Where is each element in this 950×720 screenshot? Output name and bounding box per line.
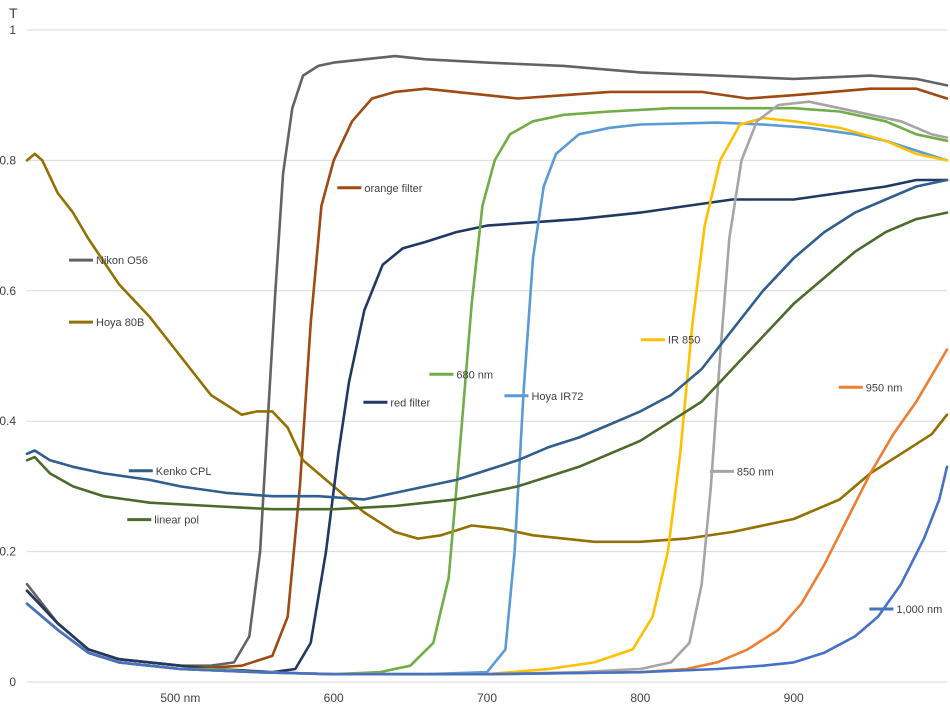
series-label-hoya-80b: Hoya 80B xyxy=(96,317,144,329)
series-label-850-nm: 850 nm xyxy=(737,466,774,478)
series-label-680-nm: 680 nm xyxy=(456,369,493,381)
gridlines xyxy=(27,29,947,683)
series-label-nikon-o56: Nikon O56 xyxy=(96,255,148,267)
y-tick-label: 0.6 xyxy=(0,284,16,298)
series-label-orange-filter: orange filter xyxy=(364,183,422,195)
y-tick-label: 0.8 xyxy=(0,153,16,167)
series-line-hoya-80b xyxy=(25,152,949,544)
series-label-1-000-nm: 1,000 nm xyxy=(896,604,942,616)
series-line-1-000-nm xyxy=(25,465,949,676)
y-tick-label: 0 xyxy=(9,675,16,689)
series-lines xyxy=(25,54,949,676)
series-label-ir-850: IR 850 xyxy=(668,335,700,347)
y-axis-label: T xyxy=(9,5,18,21)
series-labels: Nikon O56 orange filter Hoya 80B red filter… xyxy=(69,183,942,616)
x-tick-label: 800 xyxy=(630,691,650,705)
series-label-kenko-cpl: Kenko CPL xyxy=(156,466,212,478)
y-tick-label: 0.4 xyxy=(0,414,16,428)
series-line-linear-pol xyxy=(25,211,949,511)
x-tick-label: 500 nm xyxy=(160,691,200,705)
series-label-red-filter: red filter xyxy=(390,397,430,409)
series-label-950-nm: 950 nm xyxy=(866,382,903,394)
series-line-kenko-cpl xyxy=(25,178,949,501)
y-tick-label: 1 xyxy=(9,23,16,37)
series-line-red-filter xyxy=(25,178,949,674)
axis-ticks: 0 0.2 0.4 0.6 0.8 1 500 nm 600 700 800 900 xyxy=(0,23,804,705)
x-tick-label: 600 xyxy=(324,691,344,705)
x-tick-label: 700 xyxy=(477,691,497,705)
y-tick-label: 0.2 xyxy=(0,545,16,559)
x-tick-label: 900 xyxy=(784,691,804,705)
series-label-linear-pol: linear pol xyxy=(154,515,199,527)
series-line-nikon-o56 xyxy=(25,54,949,668)
series-label-hoya-ir72: Hoya IR72 xyxy=(531,391,583,403)
